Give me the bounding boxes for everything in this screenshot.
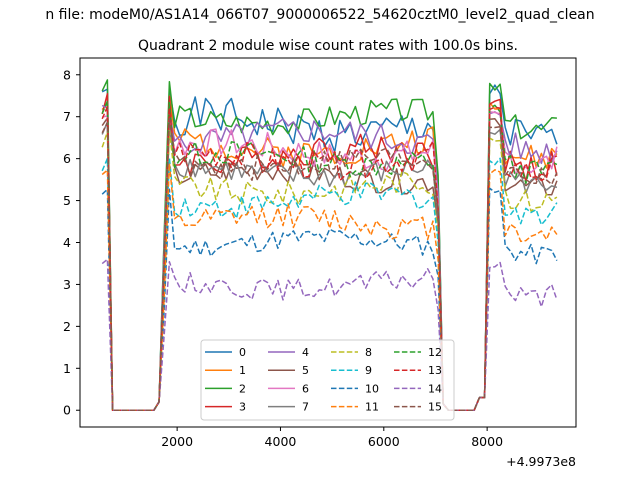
legend-label-13: 13 (428, 364, 442, 377)
y-tick-label: 1 (63, 361, 71, 376)
legend-label-4: 4 (302, 346, 309, 359)
legend-label-11: 11 (365, 401, 379, 414)
legend-box (200, 339, 455, 421)
legend-label-14: 14 (428, 382, 442, 395)
y-tick-label: 0 (63, 403, 71, 418)
y-tick-label: 4 (63, 235, 71, 250)
y-tick-label: 3 (63, 277, 71, 292)
y-tick-label: 2 (63, 319, 71, 334)
legend-label-12: 12 (428, 346, 442, 359)
legend-label-7: 7 (302, 401, 309, 414)
series-line-14 (101, 258, 558, 411)
y-tick-label: 8 (63, 67, 71, 82)
legend-label-2: 2 (239, 382, 246, 395)
x-offset-label: +4.9973e8 (506, 454, 576, 469)
x-tick-label: 8000 (471, 434, 503, 449)
x-tick-label: 6000 (368, 434, 400, 449)
legend-label-8: 8 (365, 346, 372, 359)
legend-label-10: 10 (365, 382, 379, 395)
legend-label-15: 15 (428, 401, 442, 414)
y-tick-label: 7 (63, 109, 71, 124)
chart-title: Quadrant 2 module wise count rates with … (138, 38, 518, 54)
legend-label-3: 3 (239, 401, 246, 414)
legend-label-6: 6 (302, 382, 309, 395)
series-line-11 (101, 162, 558, 411)
x-tick-label: 2000 (161, 434, 193, 449)
y-tick-label: 5 (63, 193, 71, 208)
y-tick-label: 6 (63, 151, 71, 166)
series-layer (101, 79, 558, 411)
x-tick-label: 4000 (265, 434, 297, 449)
legend-label-5: 5 (302, 364, 309, 377)
legend-label-0: 0 (239, 346, 246, 359)
legend-label-9: 9 (365, 364, 372, 377)
figure-suptitle: n file: modeM0/AS1A14_066T07_9000006522_… (45, 7, 594, 23)
legend-label-1: 1 (239, 364, 246, 377)
series-line-15 (101, 117, 558, 411)
